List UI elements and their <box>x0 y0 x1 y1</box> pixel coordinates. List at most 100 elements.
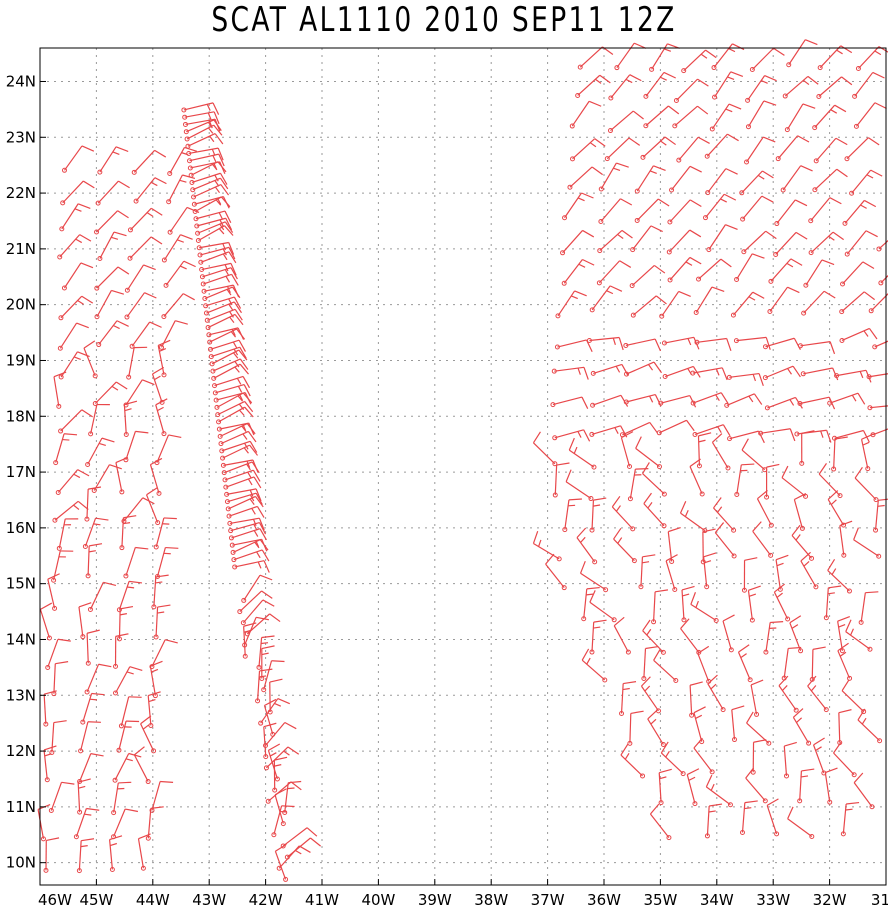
wind-barb <box>77 753 104 784</box>
wind-barb <box>693 737 715 775</box>
wind-barb <box>76 838 95 874</box>
wind-barb <box>191 195 230 209</box>
wind-barb <box>115 456 129 495</box>
wind-barb <box>48 781 75 814</box>
wind-barb <box>224 492 263 505</box>
wind-barb <box>681 49 717 74</box>
wind-barb <box>733 336 771 350</box>
wind-barb <box>727 430 765 444</box>
wind-barb <box>840 261 875 287</box>
wind-barb <box>55 469 90 496</box>
wind-barb <box>653 648 679 684</box>
wind-barb <box>43 690 57 727</box>
wind-barb <box>39 602 53 641</box>
wind-barb <box>45 638 71 670</box>
wind-barb <box>195 225 234 244</box>
lon-tick-label: 44W <box>136 891 170 909</box>
wind-barb <box>124 292 157 320</box>
wind-barb <box>58 409 93 434</box>
wind-barb <box>824 767 838 805</box>
wind-barb <box>750 739 767 775</box>
wind-barb <box>642 619 666 655</box>
wind-barb <box>694 337 732 352</box>
wind-barb <box>80 692 105 725</box>
wind-barb <box>215 400 254 418</box>
wind-barb <box>762 365 801 381</box>
lat-tick-label: 16N <box>6 519 36 537</box>
wind-barb <box>730 291 765 318</box>
wind-barb <box>203 296 242 309</box>
wind-barb <box>85 437 115 467</box>
wind-barb <box>198 251 237 265</box>
wind-barb <box>711 433 731 471</box>
wind-barb <box>108 835 123 872</box>
wind-barb <box>747 585 761 623</box>
wind-barb <box>840 801 860 837</box>
wind-barb <box>190 177 229 193</box>
wind-barb <box>161 293 195 320</box>
wind-barb <box>780 165 813 193</box>
wind-barb <box>126 346 148 380</box>
wind-barb <box>157 339 171 378</box>
wind-barb <box>91 464 122 493</box>
wind-barb <box>839 291 875 315</box>
wind-barb <box>149 457 163 496</box>
wind-barb <box>590 394 629 408</box>
wind-barb <box>764 396 803 411</box>
wind-barb <box>658 395 697 408</box>
wind-barb <box>61 262 94 291</box>
lon-tick-label: 40W <box>361 891 395 909</box>
wind-barb <box>696 258 732 282</box>
wind-barb <box>56 518 79 551</box>
wind-barb <box>752 521 774 558</box>
lat-tick-label: 24N <box>6 72 36 90</box>
wind-barb <box>256 635 275 670</box>
lat-tick-label: 15N <box>6 575 36 593</box>
wind-barb <box>159 320 188 350</box>
wind-barb <box>226 505 265 519</box>
wind-barb <box>555 290 587 319</box>
wind-barb <box>567 166 603 190</box>
wind-barb <box>709 103 742 132</box>
wind-barb <box>667 256 702 283</box>
lat-tick-label: 17N <box>6 463 36 481</box>
wind-barb <box>827 392 866 406</box>
wind-barb <box>284 837 321 860</box>
wind-barb <box>812 737 827 776</box>
wind-barb <box>726 372 764 387</box>
wind-barb <box>560 229 595 256</box>
wind-barb <box>855 46 888 71</box>
wind-barb <box>184 124 223 142</box>
wind-barb <box>627 468 649 502</box>
wind-barb <box>204 308 243 323</box>
wind-barb <box>47 573 60 611</box>
wind-barb <box>597 229 633 254</box>
wind-barb <box>133 177 167 204</box>
wind-barb <box>209 349 248 367</box>
wind-barb <box>607 110 644 134</box>
wind-barb <box>808 231 844 256</box>
wind-barb <box>145 806 164 841</box>
longitude-tick-labels: 46W 45W 44W 43W 42W 41W 40W 39W 38W 37W 36W 35W 34W 3… <box>38 879 888 909</box>
wind-barb <box>186 147 224 161</box>
wind-barb <box>205 313 244 331</box>
wind-barb <box>167 206 200 235</box>
wind-barb <box>734 253 765 282</box>
wind-barb <box>620 743 646 779</box>
wind-barb <box>562 498 582 533</box>
wind-barb <box>197 246 236 260</box>
wind-barb <box>552 429 591 442</box>
wind-barb <box>123 430 149 463</box>
wind-barb <box>812 104 847 131</box>
wind-barb <box>868 293 888 314</box>
wind-barb <box>137 833 151 871</box>
wind-barb <box>649 803 672 841</box>
wind-barb <box>202 286 241 302</box>
wind-barb <box>638 554 656 590</box>
wind-barb <box>801 290 836 316</box>
wind-barb <box>589 619 607 655</box>
lat-tick-label: 20N <box>6 296 36 314</box>
wind-barb <box>647 709 666 748</box>
lon-tick-label: 36W <box>587 891 621 909</box>
